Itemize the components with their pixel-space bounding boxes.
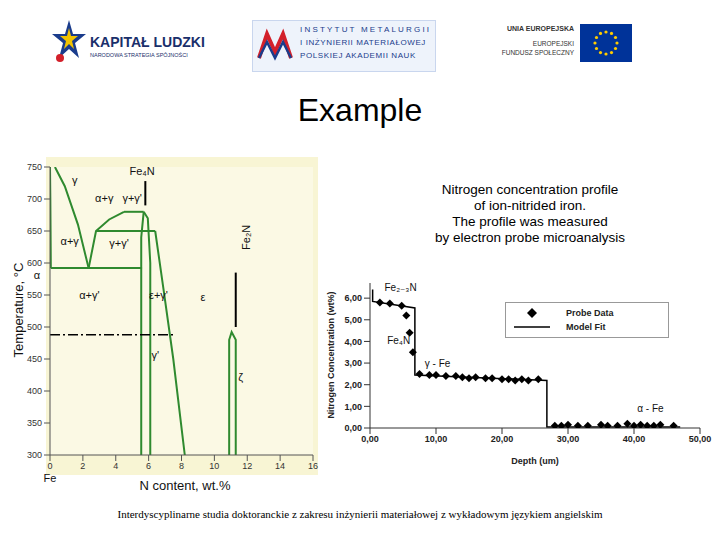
- html-text:KAPITAŁ LUDZKI: KAPITAŁ LUDZKI: [90, 34, 205, 50]
- html-text:Nitrogen concentration profile: Nitrogen concentration profile: [441, 182, 619, 197]
- html-text:EUROPEJSKI: EUROPEJSKI: [532, 40, 574, 47]
- html-text:Nitrogen Concentration (wt%): Nitrogen Concentration (wt%): [326, 291, 336, 419]
- html-text:POLSKIEJ AKADEMII NAUK: POLSKIEJ AKADEMII NAUK: [300, 51, 416, 60]
- svg-text:0: 0: [47, 461, 52, 471]
- svg-text:α - Fe: α - Fe: [637, 403, 664, 414]
- svg-text:2: 2: [80, 461, 85, 471]
- svg-text:γ: γ: [72, 174, 78, 186]
- svg-text:3,00: 3,00: [344, 358, 362, 368]
- svg-text:12: 12: [242, 461, 252, 471]
- svg-text:γ - Fe: γ - Fe: [425, 358, 451, 369]
- html-text:NARODOWA STRATEGIA SPÓJNOŚCI: NARODOWA STRATEGIA SPÓJNOŚCI: [90, 52, 188, 58]
- svg-text:350: 350: [27, 418, 42, 428]
- svg-text:γ+γ': γ+γ': [122, 192, 142, 204]
- svg-text:10,00: 10,00: [425, 434, 448, 444]
- html-text:UNIA EUROPEJSKA: UNIA EUROPEJSKA: [507, 25, 574, 32]
- svg-text:γ+γ': γ+γ': [109, 237, 129, 249]
- svg-text:α: α: [34, 269, 41, 281]
- svg-text:600: 600: [27, 258, 42, 268]
- html-text:of ion-nitrided iron.: of ion-nitrided iron.: [474, 198, 586, 213]
- svg-text:40,00: 40,00: [623, 434, 646, 444]
- svg-text:6: 6: [146, 461, 151, 471]
- html-text:Depth (um): Depth (um): [511, 456, 559, 466]
- svg-text:Fe₂N: Fe₂N: [240, 225, 252, 250]
- html-text:Temperature, °C: Temperature, °C: [10, 262, 26, 358]
- svg-text:500: 500: [27, 322, 42, 332]
- svg-text:5,00: 5,00: [344, 315, 362, 325]
- svg-text:ε: ε: [200, 291, 205, 303]
- svg-text:4: 4: [113, 461, 118, 471]
- svg-text:650: 650: [27, 226, 42, 236]
- html-text:by electron probe microanalysi: by electron probe microanalysis: [435, 230, 625, 245]
- svg-text:2,00: 2,00: [344, 380, 362, 390]
- svg-text:Fe: Fe: [44, 472, 57, 484]
- svg-text:Fe₄N: Fe₄N: [129, 165, 154, 177]
- html-text:N content, wt.%: N content, wt.%: [139, 477, 231, 493]
- html-text:Probe Data: Probe Data: [566, 308, 614, 318]
- svg-text:16: 16: [308, 461, 318, 471]
- html-text:Model Fit: Model Fit: [566, 322, 606, 332]
- svg-text:400: 400: [27, 386, 42, 396]
- svg-text:10: 10: [209, 461, 219, 471]
- html-text:The profile was measured: The profile was measured: [452, 214, 608, 229]
- svg-text:α+γ: α+γ: [61, 235, 80, 247]
- html-text:Example: Example: [297, 92, 423, 128]
- svg-text:8: 8: [179, 461, 184, 471]
- html-text:I INŻYNIERII MATERIAŁOWEJ: I INŻYNIERII MATERIAŁOWEJ: [300, 38, 426, 47]
- svg-text:1,00: 1,00: [344, 402, 362, 412]
- svg-text:0,00: 0,00: [344, 423, 362, 433]
- svg-text:50,00: 50,00: [689, 434, 712, 444]
- svg-text:0,00: 0,00: [361, 434, 379, 444]
- svg-text:450: 450: [27, 354, 42, 364]
- svg-text:700: 700: [27, 194, 42, 204]
- svg-text:550: 550: [27, 290, 42, 300]
- svg-text:Fe₂₋₃N: Fe₂₋₃N: [385, 282, 417, 293]
- svg-text:4,00: 4,00: [344, 337, 362, 347]
- svg-text:300: 300: [27, 450, 42, 460]
- svg-text:ε+γ': ε+γ': [149, 289, 168, 301]
- svg-text:20,00: 20,00: [491, 434, 514, 444]
- svg-text:14: 14: [275, 461, 285, 471]
- svg-text:α+γ': α+γ': [79, 289, 99, 301]
- svg-text:γ': γ': [151, 349, 159, 361]
- html-text:INSTYTUT METALURGII: INSTYTUT METALURGII: [300, 25, 432, 34]
- svg-text:Fe₄N: Fe₄N: [387, 335, 410, 346]
- svg-text:750: 750: [27, 162, 42, 172]
- svg-text:30,00: 30,00: [557, 434, 580, 444]
- svg-text:ζ: ζ: [238, 371, 243, 383]
- html-text:Interdyscyplinarne studia dokt: Interdyscyplinarne studia doktoranckie z…: [117, 508, 603, 520]
- svg-text:6,00: 6,00: [344, 293, 362, 303]
- html-text:FUNDUSZ SPOŁECZNY: FUNDUSZ SPOŁECZNY: [501, 49, 574, 56]
- svg-text:α+γ: α+γ: [95, 192, 114, 204]
